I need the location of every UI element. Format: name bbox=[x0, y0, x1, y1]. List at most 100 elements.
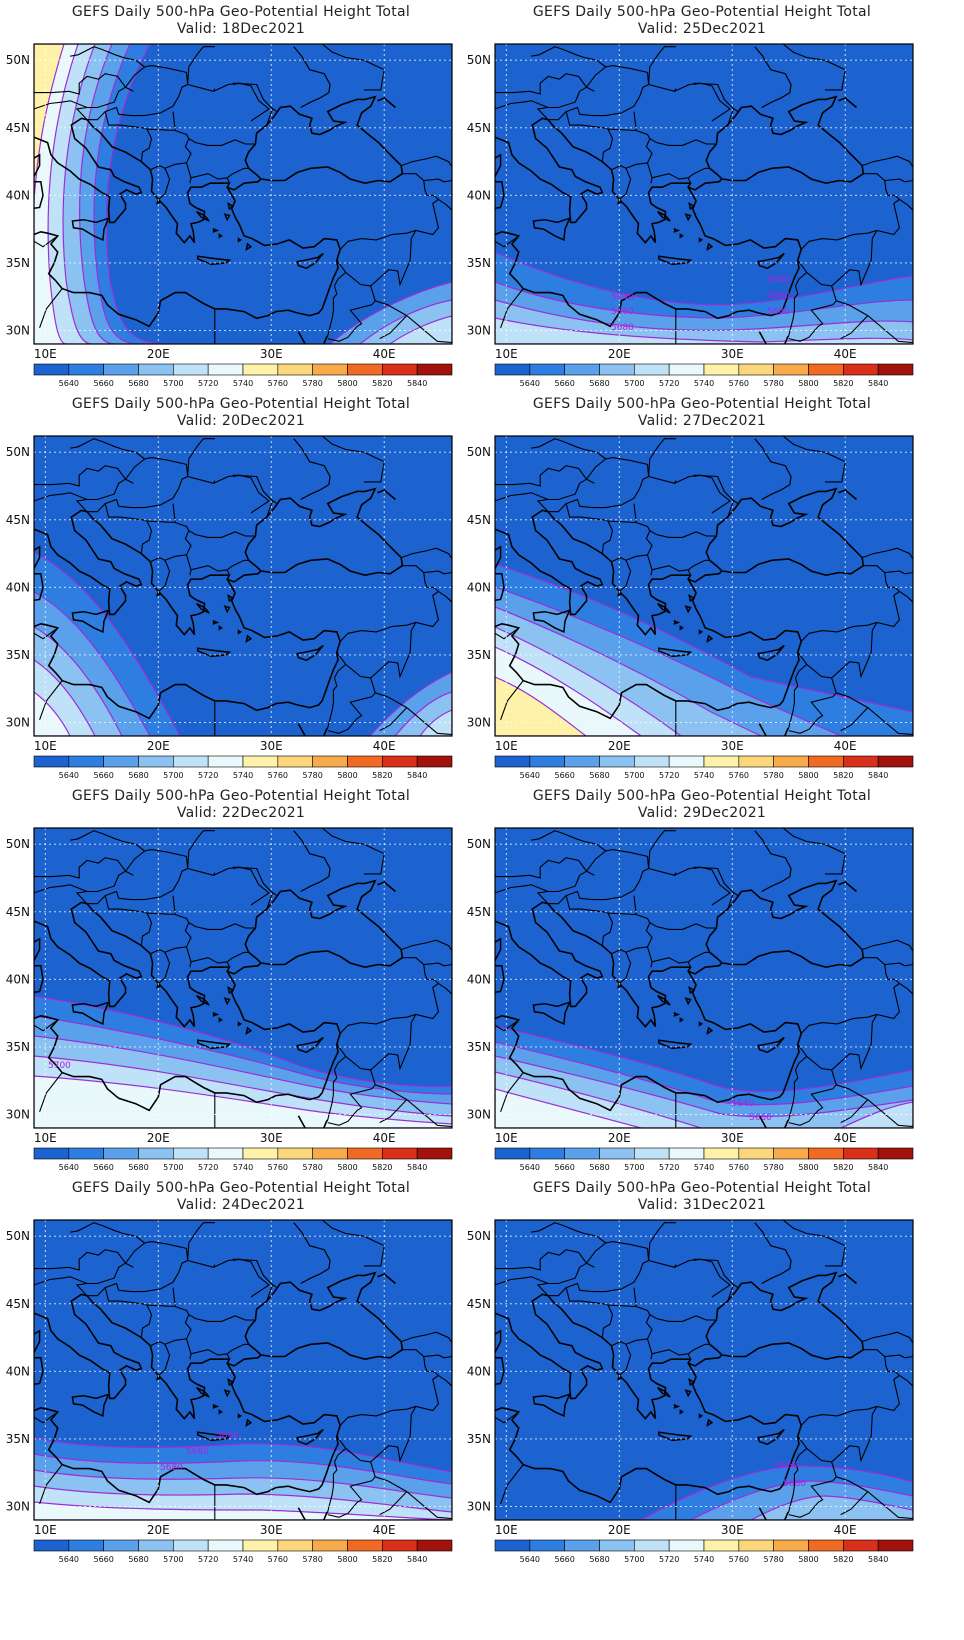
colorbar-label: 5700 bbox=[624, 379, 644, 388]
latitude-label: 40N bbox=[6, 972, 30, 986]
longitude-label: 10E bbox=[495, 1131, 518, 1145]
colorbar-swatch bbox=[68, 363, 104, 376]
country-border bbox=[164, 1338, 187, 1345]
country-border bbox=[438, 1374, 452, 1387]
longitude-label: 30E bbox=[260, 1131, 283, 1145]
country-border bbox=[187, 1222, 215, 1261]
island bbox=[227, 985, 235, 995]
country-border bbox=[806, 1406, 878, 1463]
country-border bbox=[375, 692, 452, 736]
island bbox=[657, 210, 671, 222]
country-border bbox=[806, 230, 878, 287]
coastline bbox=[297, 331, 307, 344]
country-border bbox=[146, 1304, 192, 1360]
colorbar-label: 5760 bbox=[729, 1555, 749, 1564]
colorbar-label: 5760 bbox=[268, 1163, 288, 1172]
country-border bbox=[39, 1072, 63, 1112]
longitude-label: 20E bbox=[147, 1523, 170, 1537]
island bbox=[698, 1021, 704, 1027]
contour-label: 5680 bbox=[767, 307, 790, 317]
country-border bbox=[649, 530, 717, 538]
colorbar-swatch bbox=[773, 363, 809, 376]
latitude-label: 45N bbox=[467, 513, 491, 527]
island bbox=[196, 210, 210, 222]
country-border bbox=[213, 88, 216, 92]
colorbar-swatch bbox=[773, 1147, 809, 1160]
contour-label: 5660 bbox=[749, 1113, 772, 1123]
colorbar-label: 5840 bbox=[868, 771, 888, 780]
longitude-label: 10E bbox=[34, 1523, 57, 1537]
colorbar-label: 5660 bbox=[93, 1163, 113, 1172]
island bbox=[679, 1017, 684, 1023]
country-border bbox=[104, 111, 148, 130]
country-border bbox=[674, 872, 677, 876]
country-border bbox=[863, 565, 913, 575]
colorbar-label: 5760 bbox=[729, 771, 749, 780]
country-border bbox=[140, 1304, 153, 1338]
colorbar-label: 5820 bbox=[833, 771, 853, 780]
coastline bbox=[783, 1119, 790, 1128]
country-border bbox=[402, 173, 452, 183]
island bbox=[34, 153, 41, 178]
country-border bbox=[899, 982, 913, 995]
island bbox=[673, 619, 681, 625]
country-border bbox=[266, 500, 273, 518]
coastline bbox=[377, 881, 397, 893]
colorbar-swatch bbox=[68, 755, 104, 768]
island bbox=[532, 609, 571, 634]
country-border bbox=[188, 1314, 256, 1322]
country-border bbox=[232, 866, 240, 870]
island bbox=[688, 1377, 696, 1387]
map-svg: 10E 20E 30E 40E 50N 45N 40N 35N 30N 5640 5660 5680 5… bbox=[6, 435, 453, 780]
coastline bbox=[377, 97, 397, 109]
island bbox=[658, 647, 693, 658]
contour-label: 5640 bbox=[731, 1099, 754, 1109]
country-border bbox=[34, 478, 134, 502]
longitude-label: 10E bbox=[495, 347, 518, 361]
colorbar-swatch bbox=[564, 755, 600, 768]
river bbox=[754, 1222, 792, 1285]
coastline bbox=[377, 489, 397, 501]
country-border bbox=[495, 1249, 587, 1271]
country-border bbox=[611, 164, 632, 200]
country-border bbox=[150, 164, 171, 200]
country-border bbox=[625, 162, 648, 169]
island bbox=[684, 213, 692, 222]
contour-label: 5640 bbox=[767, 275, 790, 285]
country-border bbox=[232, 866, 278, 897]
panel-title: GEFS Daily 500-hPa Geo-Potential Height … bbox=[532, 788, 872, 804]
colorbar-swatch bbox=[382, 1147, 418, 1160]
country-border bbox=[500, 680, 524, 720]
colorbar-label: 5760 bbox=[268, 379, 288, 388]
country-border bbox=[70, 1222, 146, 1244]
country-border bbox=[795, 651, 808, 679]
country-border bbox=[727, 1284, 734, 1302]
island bbox=[698, 237, 704, 243]
country-border bbox=[788, 1069, 837, 1126]
country-border bbox=[146, 128, 192, 184]
country-border bbox=[840, 707, 869, 732]
country-border bbox=[674, 480, 677, 484]
colorbar-swatch bbox=[242, 1539, 279, 1552]
colorbar-swatch bbox=[33, 1147, 70, 1160]
country-border bbox=[226, 1353, 230, 1360]
latitude-label: 35N bbox=[467, 1432, 491, 1446]
country-border bbox=[782, 44, 846, 91]
country-border bbox=[334, 1043, 347, 1071]
island bbox=[245, 634, 253, 643]
map-panel-25Dec2021: GEFS Daily 500-hPa Geo-Potential Height … bbox=[461, 0, 943, 410]
latitude-label: 35N bbox=[467, 256, 491, 270]
country-border bbox=[693, 866, 739, 897]
country-border bbox=[648, 438, 676, 477]
longitude-label: 20E bbox=[147, 1131, 170, 1145]
country-border bbox=[34, 235, 59, 248]
country-border bbox=[232, 474, 240, 478]
longitude-label: 10E bbox=[495, 1523, 518, 1537]
island bbox=[71, 609, 110, 634]
colorbar-label: 5640 bbox=[59, 1555, 79, 1564]
colorbar-label: 5720 bbox=[659, 771, 679, 780]
colorbar-swatch bbox=[347, 1539, 383, 1552]
island bbox=[197, 1431, 232, 1442]
island bbox=[495, 153, 502, 178]
colorbar-swatch bbox=[877, 363, 914, 376]
